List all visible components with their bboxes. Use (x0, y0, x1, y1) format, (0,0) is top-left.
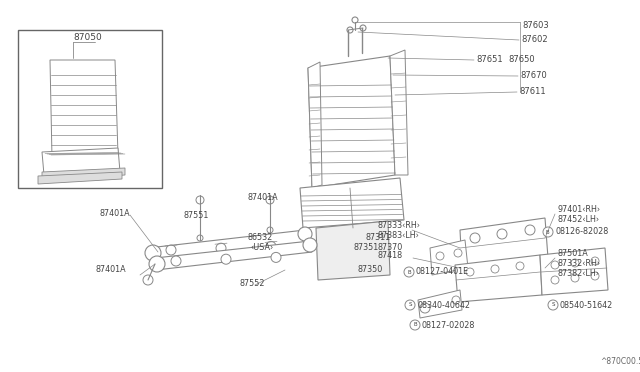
Circle shape (404, 267, 414, 277)
Text: 08126-82028: 08126-82028 (555, 228, 608, 237)
Circle shape (221, 254, 231, 264)
Text: 87401A: 87401A (248, 193, 278, 202)
Circle shape (271, 252, 281, 262)
Text: 08340-40642: 08340-40642 (417, 301, 470, 310)
Circle shape (436, 252, 444, 260)
Text: 86532: 86532 (248, 234, 273, 243)
Text: 87603: 87603 (522, 20, 548, 29)
Circle shape (171, 256, 181, 266)
Circle shape (267, 227, 273, 233)
Text: 87370: 87370 (377, 244, 403, 253)
Circle shape (491, 265, 499, 273)
Text: 87501A: 87501A (558, 250, 589, 259)
Text: 87351: 87351 (353, 244, 378, 253)
Circle shape (525, 225, 535, 235)
Circle shape (143, 275, 153, 285)
Circle shape (145, 245, 161, 261)
Polygon shape (455, 255, 542, 302)
Circle shape (196, 196, 204, 204)
Polygon shape (460, 218, 548, 268)
Polygon shape (300, 178, 404, 228)
Circle shape (303, 238, 317, 252)
Text: ^870C00.5: ^870C00.5 (600, 357, 640, 366)
Circle shape (216, 243, 226, 253)
Text: 08127-0401E: 08127-0401E (416, 267, 469, 276)
Text: 87401A: 87401A (100, 208, 131, 218)
Circle shape (149, 256, 165, 272)
Text: 87332‹RH›: 87332‹RH› (558, 260, 601, 269)
Text: B: B (545, 230, 549, 234)
Circle shape (571, 259, 579, 267)
Bar (18, 30, 162, 188)
Text: 87382‹LH›: 87382‹LH› (558, 269, 600, 279)
Text: S: S (408, 302, 412, 308)
Circle shape (591, 272, 599, 280)
Polygon shape (316, 221, 390, 280)
Text: S: S (551, 302, 555, 308)
Polygon shape (42, 168, 125, 180)
Circle shape (347, 27, 353, 33)
Text: B: B (413, 323, 417, 327)
Text: 87611: 87611 (519, 87, 546, 96)
Circle shape (266, 196, 274, 204)
Text: 87602: 87602 (521, 35, 548, 45)
Circle shape (470, 233, 480, 243)
Text: 87311: 87311 (365, 234, 390, 243)
Polygon shape (148, 230, 306, 260)
Circle shape (166, 245, 176, 255)
Circle shape (410, 320, 420, 330)
Polygon shape (308, 56, 395, 188)
Circle shape (452, 296, 460, 304)
Text: 87452‹LH›: 87452‹LH› (558, 215, 600, 224)
Text: 87650: 87650 (508, 55, 534, 64)
Text: 87383‹LH›: 87383‹LH› (378, 231, 420, 241)
Circle shape (405, 300, 415, 310)
Text: ‹USA›: ‹USA› (250, 244, 273, 253)
Circle shape (352, 17, 358, 23)
Text: 87333‹RH›: 87333‹RH› (378, 221, 421, 231)
Polygon shape (42, 148, 120, 175)
Circle shape (516, 262, 524, 270)
Text: 87651: 87651 (476, 55, 502, 64)
Circle shape (497, 229, 507, 239)
Polygon shape (38, 172, 122, 184)
Text: 08540-51642: 08540-51642 (560, 301, 613, 310)
Text: 87050: 87050 (73, 32, 102, 42)
Circle shape (360, 25, 366, 31)
Text: 87551: 87551 (183, 211, 209, 219)
Circle shape (466, 268, 474, 276)
Circle shape (543, 227, 553, 237)
Text: 87670: 87670 (520, 71, 547, 80)
Polygon shape (390, 50, 408, 175)
Circle shape (548, 300, 558, 310)
Text: 97401‹RH›: 97401‹RH› (558, 205, 601, 215)
Polygon shape (430, 240, 468, 275)
Text: 08127-02028: 08127-02028 (422, 321, 476, 330)
Text: 87552: 87552 (240, 279, 266, 288)
Text: 87350: 87350 (358, 266, 383, 275)
Circle shape (591, 257, 599, 265)
Text: B: B (407, 269, 411, 275)
Circle shape (298, 227, 312, 241)
Polygon shape (50, 60, 118, 158)
Circle shape (197, 235, 203, 241)
Circle shape (571, 274, 579, 282)
Polygon shape (418, 290, 462, 318)
Circle shape (551, 276, 559, 284)
Polygon shape (155, 241, 312, 270)
Polygon shape (308, 62, 322, 188)
Circle shape (551, 261, 559, 269)
Circle shape (454, 249, 462, 257)
Circle shape (420, 303, 430, 313)
Text: 87418: 87418 (378, 250, 403, 260)
Circle shape (266, 241, 276, 251)
Polygon shape (540, 248, 608, 295)
Text: 87401A: 87401A (96, 266, 127, 275)
